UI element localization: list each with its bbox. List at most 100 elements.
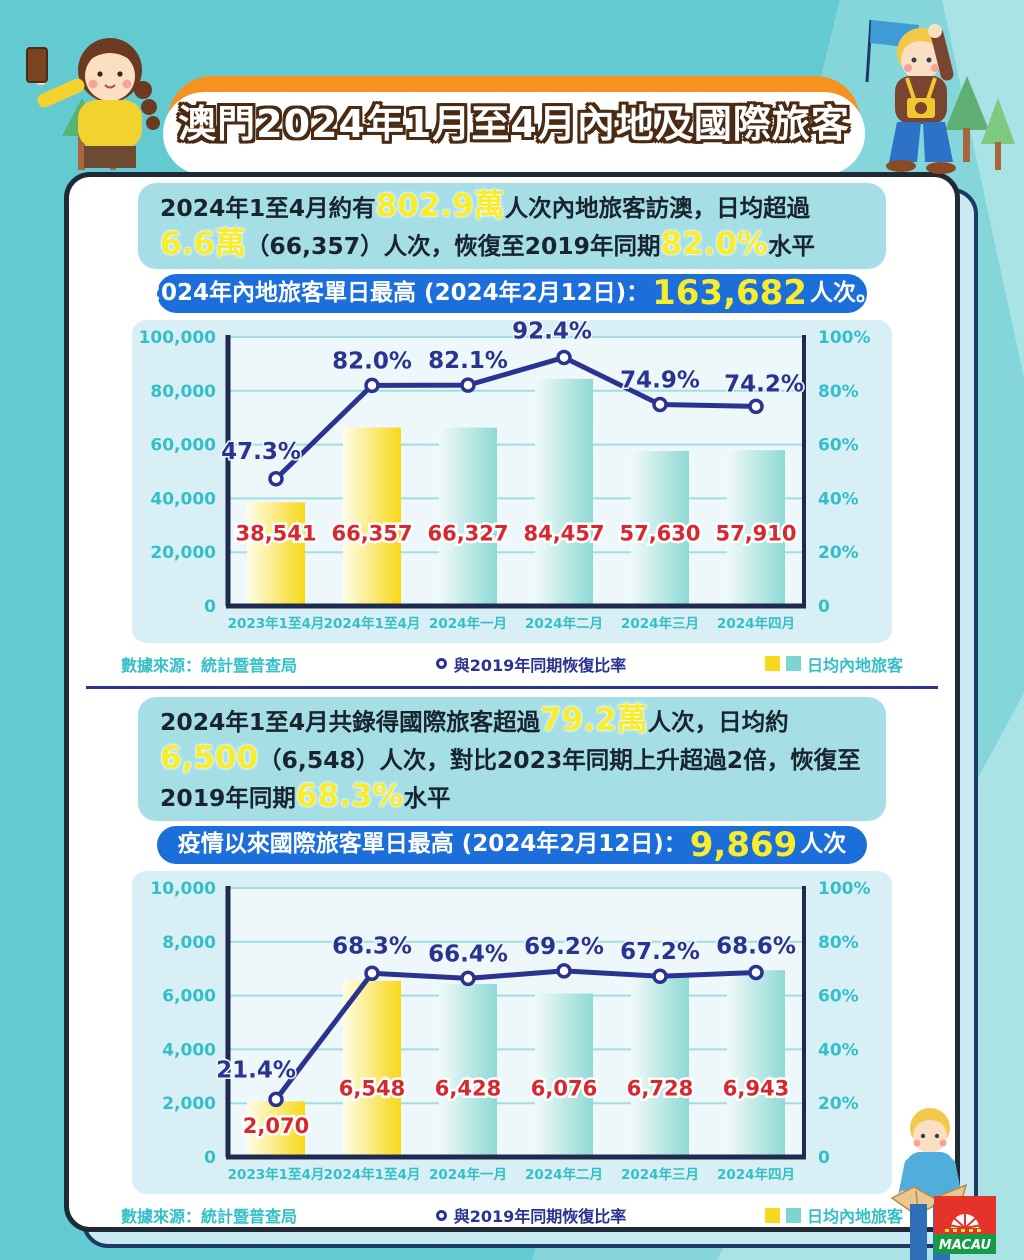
svg-text:6,728: 6,728 (627, 1076, 693, 1100)
bar-legend-teal-swatch (785, 1207, 801, 1223)
svg-text:2024年三月: 2024年三月 (621, 615, 699, 632)
svg-text:8,000: 8,000 (162, 933, 216, 953)
svg-text:38,541: 38,541 (235, 521, 316, 545)
svg-text:6,076: 6,076 (531, 1076, 597, 1100)
svg-text:6,548: 6,548 (339, 1076, 405, 1100)
highlight-value: 163,682 (652, 273, 807, 314)
svg-text:69.2%: 69.2% (524, 934, 604, 960)
page-title: 澳門2024年1月至4月內地及國際旅客 (178, 101, 850, 146)
content-card: 2024年1至4月約有802.9萬人次內地旅客訪澳，日均超過 6.6萬（66,35… (64, 172, 960, 1232)
line-series-legend: 與2019年同期恢復比率 (435, 652, 627, 676)
svg-text:0: 0 (204, 597, 216, 617)
text-run: 人次 (800, 831, 847, 858)
international-visitors-chart: 10,000 100%8,000 80%6,000 60%4,000 40%2,000 2… (150, 879, 871, 1183)
mainland-summary-text: 2024年1至4月約有802.9萬人次內地旅客訪澳，日均超過 6.6萬（66,35… (138, 183, 886, 269)
section-divider (86, 685, 938, 689)
svg-text:6,000: 6,000 (162, 987, 216, 1007)
svg-text:6,943: 6,943 (723, 1076, 789, 1100)
svg-text:68.3%: 68.3% (332, 933, 412, 959)
highlight-value: 6,500 (160, 739, 259, 776)
bar-series-legend: 日均內地旅客 (764, 652, 903, 676)
title-banner: 澳門2024年1月至4月內地及國際旅客 (163, 76, 865, 175)
svg-text:2024年四月: 2024年四月 (717, 1166, 795, 1183)
highlight-value: 9,869 (689, 824, 798, 865)
line-legend-label: 與2019年同期恢復比率 (453, 1207, 627, 1226)
svg-text:68.6%: 68.6% (716, 933, 796, 959)
text-run: 水平 (768, 232, 816, 260)
mainland-peak-banner: 2024年內地旅客單日最高 (2024年2月12日)： 163,682 人次。 (145, 273, 879, 314)
svg-text:67.2%: 67.2% (620, 939, 700, 965)
data-source-label: 數據來源：統計暨普查局 (121, 1207, 298, 1226)
text-run: （66,357）人次，恢復至2019年同期 (245, 232, 661, 260)
svg-text:20%: 20% (818, 543, 859, 563)
text-run: 2024年1至4月共錄得國際旅客超過 (160, 707, 541, 736)
highlight-value: 82.0% (660, 226, 769, 262)
bar-legend-label: 日均內地旅客 (806, 655, 903, 675)
svg-text:60%: 60% (818, 435, 859, 455)
svg-text:80,000: 80,000 (150, 381, 216, 401)
svg-text:2024年1至4月: 2024年1至4月 (324, 1166, 421, 1183)
svg-text:20,000: 20,000 (150, 543, 216, 563)
text-run: 人次內地旅客訪澳，日均超過 (504, 194, 811, 222)
svg-text:74.2%: 74.2% (724, 371, 804, 397)
svg-text:74.9%: 74.9% (620, 367, 700, 393)
text-run: 2024年1至4月約有 (160, 194, 376, 222)
boy-tourist-illustration (865, 19, 1015, 174)
svg-text:80%: 80% (818, 381, 859, 401)
logo-text: MACAU (939, 1238, 992, 1253)
boy-figure (886, 24, 956, 174)
map-reader-illustration (890, 1108, 968, 1260)
bar-legend-label: 日均內地旅客 (806, 1207, 903, 1226)
svg-text:40%: 40% (818, 1040, 859, 1060)
mainland-visitors-chart: 100,000 100% 80,000 80% 60,000 60% 40,000 40% 20… (139, 320, 871, 632)
international-summary-text: 2024年1至4月共錄得國際旅客超過79.2萬人次，日均約 6,500（6,548… (138, 696, 886, 821)
svg-text:57,630: 57,630 (619, 521, 700, 545)
svg-text:20%: 20% (818, 1094, 859, 1114)
tree-icon (945, 76, 1015, 170)
svg-text:0: 0 (818, 1148, 830, 1168)
line-series-legend: 與2019年同期恢復比率 (435, 1203, 627, 1227)
svg-text:2024年1至4月: 2024年1至4月 (324, 615, 421, 632)
line-legend-label: 與2019年同期恢復比率 (453, 655, 627, 675)
svg-text:2023年1至4月: 2023年1至4月 (228, 1166, 325, 1183)
svg-text:10,000: 10,000 (150, 879, 216, 899)
svg-text:40,000: 40,000 (150, 489, 216, 509)
svg-text:66,357: 66,357 (331, 521, 412, 545)
svg-text:2,070: 2,070 (243, 1114, 309, 1138)
international-chart-footer: 數據來源：統計暨普查局 與2019年同期恢復比率 日均內地旅客 (121, 1203, 903, 1227)
svg-text:2,000: 2,000 (162, 1094, 216, 1114)
bar-series-legend: 日均內地旅客 (764, 1203, 903, 1227)
svg-text:66.4%: 66.4% (428, 941, 508, 967)
line-legend-marker-icon (435, 1209, 447, 1221)
mainland-chart-footer: 數據來源：統計暨普查局 與2019年同期恢復比率 日均內地旅客 (121, 652, 903, 676)
svg-text:82.1%: 82.1% (428, 348, 508, 374)
svg-text:82.0%: 82.0% (332, 348, 412, 374)
highlight-value: 79.2萬 (540, 701, 648, 738)
highlight-value: 802.9萬 (375, 188, 505, 224)
data-source-label: 數據來源：統計暨普查局 (121, 655, 298, 675)
svg-text:0: 0 (818, 597, 830, 617)
svg-text:0: 0 (204, 1148, 216, 1168)
svg-text:100%: 100% (818, 879, 871, 899)
bar-legend-teal-swatch (785, 656, 801, 671)
international-peak-banner: 疫情以來國際旅客單日最高 (2024年2月12日)： 9,869 人次 (157, 824, 867, 865)
macau-tourism-logo: MACAU (934, 1196, 996, 1254)
girl-tourist-illustration (26, 38, 160, 170)
text-run: 人次，日均約 (647, 707, 789, 736)
svg-text:6,428: 6,428 (435, 1076, 501, 1100)
svg-text:2024年一月: 2024年一月 (429, 615, 507, 632)
text-run: （6,548）人次，對比2023年同期上升超過2倍，恢復至2019年同期 (160, 745, 861, 812)
text-run: 人次。 (809, 279, 879, 306)
svg-text:66,327: 66,327 (427, 521, 508, 545)
text-run: 疫情以來國際旅客單日最高 (2024年2月12日)： (177, 831, 687, 858)
girl-figure (26, 38, 160, 168)
svg-text:4,000: 4,000 (162, 1040, 216, 1060)
highlight-value: 6.6萬 (160, 226, 246, 262)
svg-text:2023年1至4月: 2023年1至4月 (228, 615, 325, 632)
svg-text:80%: 80% (818, 933, 859, 953)
text-run: 2024年內地旅客單日最高 (2024年2月12日)： (145, 279, 650, 306)
international-chart-container: 10,000 100% 8,000 80% 6,000 60% 4,000 40% 2,000 2… (132, 871, 892, 1194)
svg-text:40%: 40% (818, 489, 859, 509)
highlight-value: 68.3% (295, 777, 404, 814)
